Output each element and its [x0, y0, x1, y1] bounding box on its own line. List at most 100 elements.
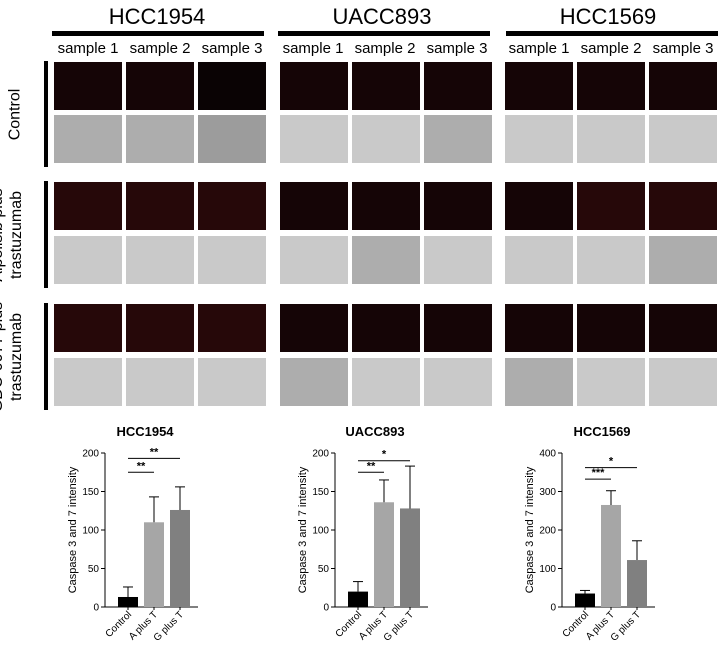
y-tick-label: 0	[323, 603, 329, 614]
fluorescence-image	[505, 62, 573, 110]
y-axis-label: Caspase 3 and 7 intensity	[524, 466, 536, 593]
y-tick-label: 50	[88, 564, 100, 575]
y-tick-label: 0	[550, 603, 556, 614]
bar	[374, 502, 394, 607]
bar	[400, 508, 420, 607]
treatment-label: Alpelisib plus trastuzumab	[0, 175, 28, 295]
fluorescence-image	[424, 62, 492, 110]
bar	[575, 593, 595, 607]
significance-label: *	[382, 449, 387, 461]
significance-label: ***	[592, 467, 606, 479]
significance-label: **	[367, 460, 376, 472]
sample-label: sample 3	[652, 40, 714, 57]
fluorescence-image	[424, 304, 492, 352]
brightfield-image	[198, 115, 266, 163]
significance-label: **	[137, 460, 146, 472]
brightfield-image	[424, 358, 492, 406]
brightfield-image	[54, 236, 122, 284]
fluorescence-image	[505, 304, 573, 352]
fluorescence-image	[280, 182, 348, 230]
treatment-bar	[44, 61, 48, 167]
y-axis-label: Caspase 3 and 7 intensity	[297, 466, 309, 593]
bar	[601, 504, 621, 607]
fluorescence-image	[126, 182, 194, 230]
fluorescence-image	[280, 304, 348, 352]
brightfield-image	[424, 115, 492, 163]
significance-label: *	[609, 456, 614, 468]
treatment-label-line: trastuzumab	[8, 312, 25, 402]
fluorescence-image	[352, 182, 420, 230]
sample-label: sample 3	[201, 40, 263, 57]
treatment-bar	[44, 303, 48, 410]
y-tick-label: 100	[312, 526, 329, 537]
sample-label: sample 2	[129, 40, 191, 57]
brightfield-image	[505, 115, 573, 163]
brightfield-image	[352, 236, 420, 284]
y-tick-label: 400	[539, 449, 556, 460]
y-tick-label: 150	[312, 487, 329, 498]
sample-label: sample 1	[508, 40, 570, 57]
fluorescence-image	[198, 62, 266, 110]
fluorescence-image	[649, 62, 717, 110]
fluorescence-image	[126, 304, 194, 352]
fluorescence-image	[505, 182, 573, 230]
cell-line-title: UACC893	[332, 4, 432, 29]
brightfield-image	[577, 358, 645, 406]
fluorescence-image	[198, 182, 266, 230]
brightfield-image	[126, 115, 194, 163]
brightfield-image	[649, 236, 717, 284]
fluorescence-image	[280, 62, 348, 110]
brightfield-image	[352, 115, 420, 163]
treatment-label: GDC-0077 plus trastuzumab	[0, 285, 28, 429]
brightfield-image	[649, 358, 717, 406]
chart-title: HCC1954	[116, 424, 174, 439]
fluorescence-image	[649, 182, 717, 230]
y-tick-label: 300	[539, 487, 556, 498]
sample-label: sample 2	[580, 40, 642, 57]
y-tick-label: 200	[312, 449, 329, 460]
bar-chart: HCC1954 Caspase 3 and 7 intensity 0 50 100 15…	[67, 424, 198, 644]
bar	[144, 522, 164, 607]
brightfield-image	[54, 115, 122, 163]
treatment-label-line: trastuzumab	[8, 190, 25, 280]
brightfield-image	[577, 236, 645, 284]
brightfield-image	[198, 236, 266, 284]
fluorescence-image	[352, 62, 420, 110]
bar	[118, 596, 138, 607]
bar	[170, 509, 190, 607]
sample-label: sample 2	[354, 40, 416, 57]
significance-label: **	[150, 446, 159, 458]
treatment-bar	[44, 181, 48, 288]
brightfield-image	[126, 358, 194, 406]
sample-label: sample 1	[57, 40, 119, 57]
cell-line-bar	[278, 31, 490, 36]
brightfield-image	[280, 236, 348, 284]
bar	[348, 591, 368, 607]
y-tick-label: 50	[318, 564, 330, 575]
y-axis-label: Caspase 3 and 7 intensity	[67, 466, 79, 593]
chart-title: HCC1569	[573, 424, 630, 439]
y-tick-label: 200	[539, 526, 556, 537]
cell-line-bar	[506, 31, 718, 36]
sample-label: sample 1	[282, 40, 344, 57]
brightfield-image	[505, 358, 573, 406]
treatment-label: Control	[6, 88, 24, 141]
fluorescence-image	[54, 304, 122, 352]
fluorescence-image	[577, 62, 645, 110]
cell-line-title: HCC1954	[108, 4, 206, 29]
brightfield-image	[126, 236, 194, 284]
brightfield-image	[280, 358, 348, 406]
fluorescence-image	[577, 304, 645, 352]
brightfield-image	[280, 115, 348, 163]
brightfield-image	[54, 358, 122, 406]
brightfield-image	[649, 115, 717, 163]
brightfield-image	[424, 236, 492, 284]
cell-line-title: HCC1569	[559, 4, 657, 29]
treatment-label-line: Alpelisib plus	[0, 188, 6, 282]
brightfield-image	[352, 358, 420, 406]
cell-line-bar	[52, 31, 264, 36]
y-tick-label: 0	[93, 603, 99, 614]
chart-title: UACC893	[345, 424, 404, 439]
brightfield-image	[198, 358, 266, 406]
treatment-label-line: GDC-0077 plus	[0, 301, 6, 413]
